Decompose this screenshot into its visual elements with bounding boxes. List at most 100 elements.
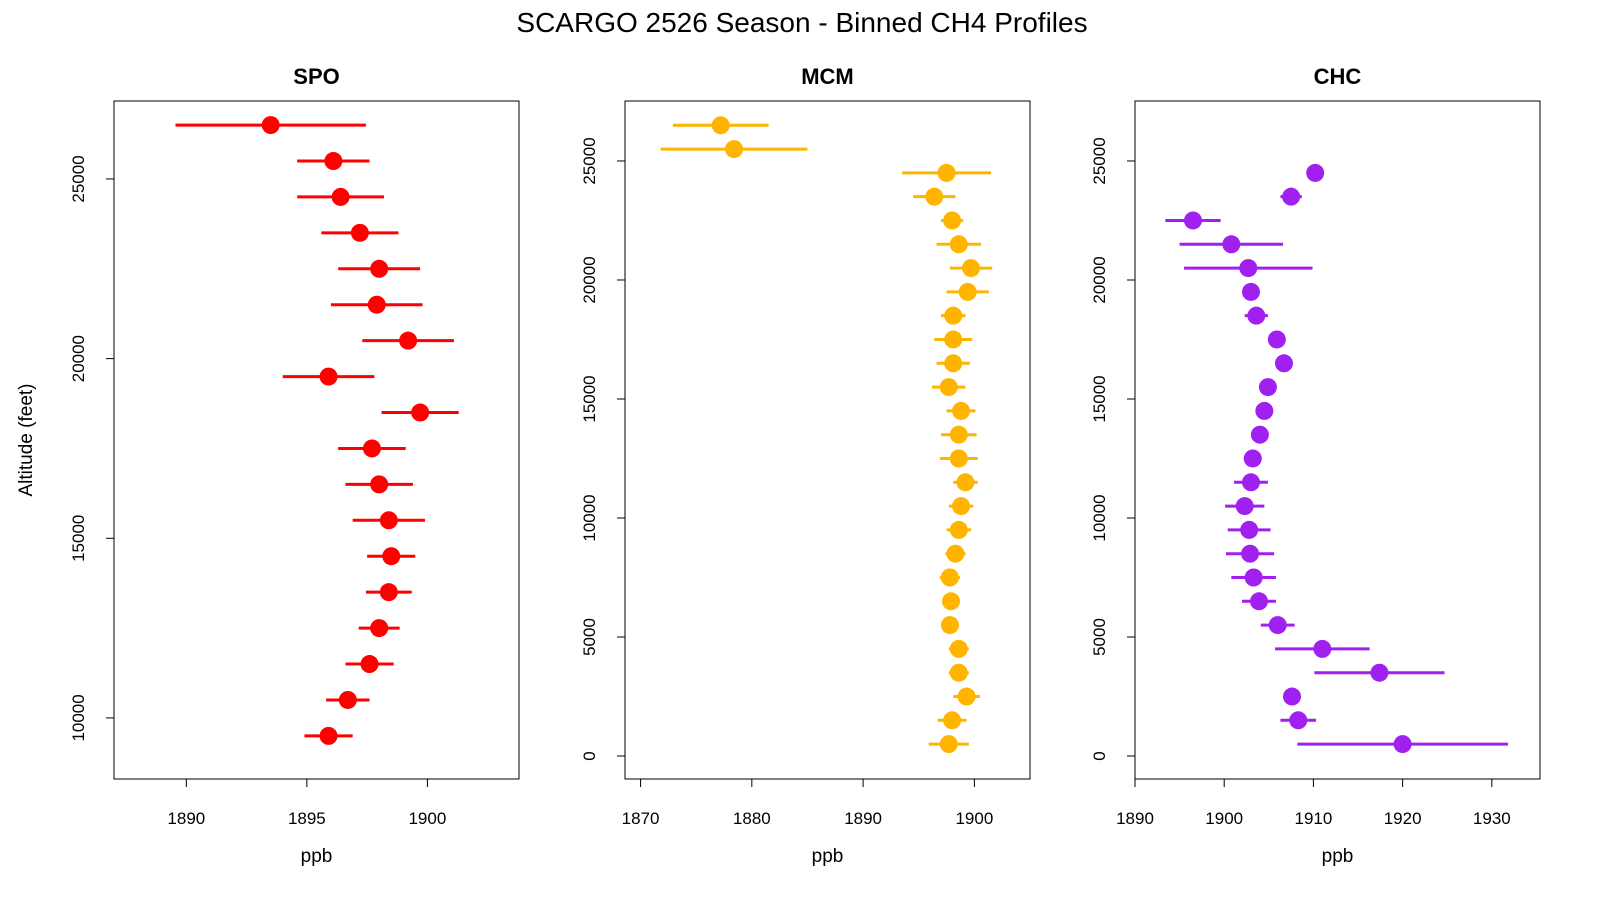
data-point — [1240, 520, 1259, 539]
data-point — [925, 187, 944, 206]
data-point — [944, 330, 963, 349]
x-tick-label: 1890 — [844, 809, 882, 828]
data-point — [958, 282, 977, 301]
x-tick-label: 1890 — [167, 809, 205, 828]
data-point — [1306, 163, 1325, 182]
x-tick-label: 1890 — [1116, 809, 1154, 828]
x-tick-label: 1900 — [408, 809, 446, 828]
data-point — [949, 663, 968, 682]
x-tick-label: 1895 — [288, 809, 326, 828]
panel-title: MCM — [801, 64, 854, 89]
data-point — [331, 187, 350, 206]
data-point — [1393, 735, 1412, 754]
x-tick-label: 1900 — [1205, 809, 1243, 828]
data-point — [1289, 711, 1308, 730]
data-point — [940, 568, 959, 587]
data-point — [1255, 401, 1274, 420]
x-tick-label: 1880 — [733, 809, 771, 828]
data-point — [946, 544, 965, 563]
data-point — [939, 378, 958, 397]
data-point — [360, 655, 379, 674]
data-series — [660, 116, 993, 754]
data-point — [952, 401, 971, 420]
x-axis-label: ppb — [1322, 846, 1354, 867]
data-point — [952, 497, 971, 516]
data-point — [962, 259, 981, 278]
data-point — [943, 211, 962, 230]
data-point — [319, 367, 338, 386]
data-point — [1249, 592, 1268, 611]
plot-frame — [1134, 100, 1541, 780]
data-point — [1268, 616, 1287, 635]
chart-title: SCARGO 2526 Season - Binned CH4 Profiles — [516, 7, 1087, 38]
data-point — [942, 592, 961, 611]
x-axis-label: ppb — [301, 846, 333, 867]
data-point — [1267, 330, 1286, 349]
x-axis: 1890 1900 1910 1920 1930 ppb — [1116, 778, 1511, 867]
data-point — [367, 295, 386, 314]
data-point — [379, 511, 398, 530]
data-point — [1250, 425, 1269, 444]
y-tick-label: 5000 — [1090, 618, 1109, 656]
panel-chc: CHC 1890 1900 1910 1920 1930 ppb 0 5000 10000 1500… — [1090, 64, 1541, 867]
data-point — [949, 449, 968, 468]
x-axis: 1870 1880 1890 1900 ppb — [622, 778, 993, 867]
panel-title: SPO — [293, 64, 339, 89]
data-point — [940, 616, 959, 635]
data-point — [319, 726, 338, 745]
data-point — [949, 520, 968, 539]
data-point — [399, 331, 418, 350]
data-point — [370, 619, 389, 638]
y-tick-label: 10000 — [580, 494, 599, 541]
y-tick-label: 20000 — [580, 256, 599, 303]
data-point — [943, 711, 962, 730]
panel-mcm: MCM 1870 1880 1890 1900 ppb 0 5000 10000 15000 200… — [580, 64, 1031, 867]
data-point — [949, 235, 968, 254]
y-tick-label: 25000 — [1090, 137, 1109, 184]
plot-frame — [113, 100, 520, 780]
y-tick-label: 15000 — [580, 375, 599, 422]
data-point — [937, 163, 956, 182]
data-point — [350, 223, 369, 242]
data-point — [1239, 259, 1258, 278]
data-point — [1241, 282, 1260, 301]
data-point — [362, 439, 381, 458]
data-point — [1243, 449, 1262, 468]
data-point — [261, 116, 280, 135]
y-tick-label: 15000 — [1090, 375, 1109, 422]
data-point — [379, 583, 398, 602]
plot-frame — [624, 100, 1031, 780]
data-point — [338, 690, 357, 709]
data-point — [939, 735, 958, 754]
y-tick-label: 5000 — [580, 618, 599, 656]
data-point — [370, 259, 389, 278]
data-point — [1241, 473, 1260, 492]
data-point — [411, 403, 430, 422]
data-point — [370, 475, 389, 494]
data-point — [711, 116, 730, 135]
x-tick-label: 1910 — [1295, 809, 1333, 828]
y-axis: 10000 15000 20000 25000 — [69, 155, 115, 742]
x-tick-label: 1920 — [1384, 809, 1422, 828]
data-point — [957, 687, 976, 706]
data-point — [1283, 687, 1302, 706]
panel-spo: SPO 1890 1895 1900 ppb 10000 15000 20000 25000 — [69, 64, 520, 867]
data-point — [956, 473, 975, 492]
data-point — [1313, 639, 1332, 658]
y-tick-label: 10000 — [69, 694, 88, 741]
y-axis: 0 5000 10000 15000 20000 25000 — [1090, 137, 1136, 761]
y-axis-label: Altitude (feet) — [16, 384, 37, 497]
y-tick-label: 10000 — [1090, 494, 1109, 541]
data-point — [944, 306, 963, 325]
data-point — [1235, 497, 1254, 516]
y-tick-label: 25000 — [580, 137, 599, 184]
data-point — [1258, 378, 1277, 397]
y-tick-label: 0 — [1090, 751, 1109, 760]
x-tick-label: 1930 — [1473, 809, 1511, 828]
x-axis-label: ppb — [812, 846, 844, 867]
x-tick-label: 1900 — [955, 809, 993, 828]
data-point — [1222, 235, 1241, 254]
x-axis: 1890 1895 1900 ppb — [167, 778, 446, 867]
data-point — [382, 547, 401, 566]
